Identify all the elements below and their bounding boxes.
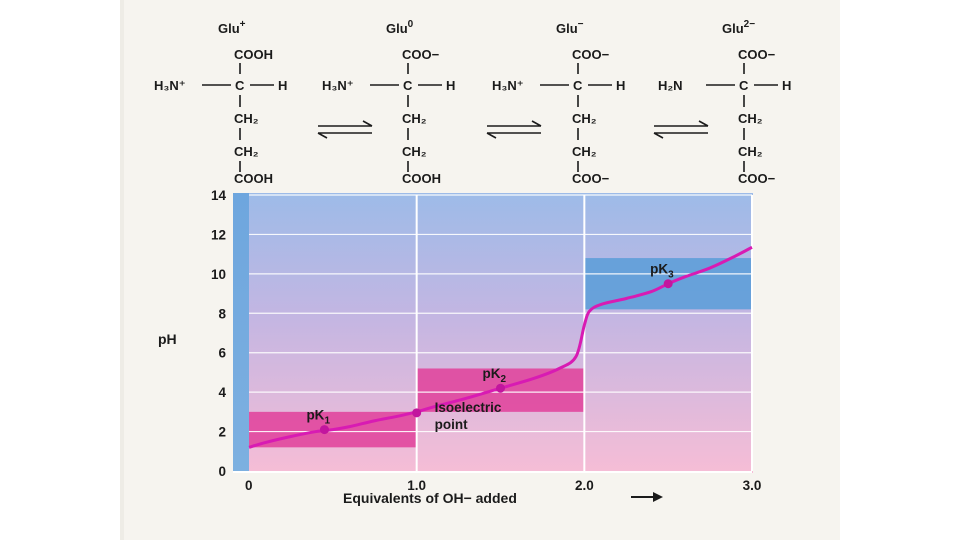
x-axis-arrow-head	[653, 492, 663, 502]
y-tick-label: 8	[218, 306, 226, 321]
reverse-arrow	[653, 132, 708, 139]
pk-label-2: pK2	[483, 366, 507, 385]
equilibrium-arrows	[317, 120, 709, 139]
amino-group: H₃N⁺	[492, 78, 524, 93]
species-title: Glu0	[386, 19, 414, 36]
x-tick-labels: 0 1.0 2.0 3.0	[245, 478, 761, 493]
side-chain-carboxyl: COOH	[234, 171, 273, 186]
x-tick-label: 2.0	[575, 478, 594, 493]
forward-arrow	[487, 120, 542, 127]
alpha-carbon: C	[573, 78, 583, 93]
amino-group: H₃N⁺	[154, 78, 186, 93]
reverse-arrow	[486, 132, 541, 139]
pk-points: pK1 pK2 pK3	[306, 262, 674, 435]
alpha-carbon: C	[403, 78, 413, 93]
amino-group: H₂N	[658, 78, 683, 93]
forward-arrow	[654, 120, 709, 127]
species-1: Glu+ COOH C H₃N⁺ H CH₂ CH₂ COOH	[154, 19, 287, 186]
species-name: Glu	[386, 21, 408, 36]
y-tick-label: 2	[218, 425, 226, 440]
isoelectric-annotation: Isoelectric point	[412, 400, 502, 432]
side-chain-carboxyl: COO−	[738, 171, 776, 186]
species-2: Glu0 COO− C H₃N⁺ H CH₂ CH₂ COOH	[322, 19, 455, 186]
alpha-carboxyl: COO−	[402, 47, 440, 62]
equilibrium-arrow-1	[317, 120, 373, 139]
methylene-1: CH₂	[572, 111, 597, 126]
y-tick-label: 6	[218, 346, 226, 361]
equilibrium-arrow-2	[486, 120, 542, 139]
species-title: Glu2−	[722, 19, 755, 36]
species-4: Glu2− COO− C H₂N H CH₂ CH₂ COO−	[658, 19, 791, 186]
reverse-arrow	[317, 132, 372, 139]
alpha-carbon: C	[739, 78, 749, 93]
y-axis-label: pH	[158, 331, 177, 347]
y-tick-label: 12	[211, 227, 226, 242]
sheet-edge	[120, 0, 124, 540]
alpha-carboxyl: COOH	[234, 47, 273, 62]
alpha-carbon: C	[235, 78, 245, 93]
y-tick-label: 0	[218, 464, 226, 479]
alpha-hydrogen: H	[446, 78, 455, 93]
methylene-2: CH₂	[402, 144, 427, 159]
species-name: Glu	[218, 21, 240, 36]
alpha-hydrogen: H	[782, 78, 791, 93]
methylene-2: CH₂	[738, 144, 763, 159]
pk-label-3: pK3	[650, 262, 674, 281]
amino-group: H₃N⁺	[322, 78, 354, 93]
methylene-2: CH₂	[234, 144, 259, 159]
species-title: Glu+	[218, 19, 246, 36]
equilibrium-arrow-3	[653, 120, 709, 139]
pk-point-2	[496, 383, 505, 393]
x-tick-label: 0	[245, 478, 253, 493]
pk-point-1	[319, 425, 329, 435]
isoelectric-label-line: point	[435, 417, 468, 432]
y-tick-label: 10	[211, 267, 226, 282]
species-charge: −	[578, 19, 584, 30]
x-tick-label: 3.0	[743, 478, 762, 493]
species-title: Glu−	[556, 19, 584, 36]
alpha-carboxyl: COO−	[572, 47, 610, 62]
side-chain-carboxyl: COOH	[402, 171, 441, 186]
x-tick-label: 1.0	[407, 478, 426, 493]
species-charge: 0	[408, 19, 414, 30]
species-3: Glu− COO− C H₃N⁺ H CH₂ CH₂ COO−	[492, 19, 625, 186]
alpha-carboxyl: COO−	[738, 47, 776, 62]
isoelectric-point-marker	[412, 408, 422, 418]
pk-point-3	[663, 279, 673, 289]
x-axis-label: Equivalents of OH− added	[343, 490, 517, 506]
y-tick-label: 14	[211, 188, 227, 203]
species-name: Glu	[556, 21, 578, 36]
species-charge: 2−	[744, 19, 756, 30]
methylene-1: CH₂	[738, 111, 763, 126]
methylene-2: CH₂	[572, 144, 597, 159]
side-chain-carboxyl: COO−	[572, 171, 610, 186]
isoelectric-label-line: Isoelectric	[435, 400, 502, 415]
y-tick-labels: 0 2 4 6 8 10 12 14	[211, 188, 227, 479]
species-name: Glu	[722, 21, 744, 36]
alpha-hydrogen: H	[616, 78, 625, 93]
methylene-1: CH₂	[402, 111, 427, 126]
species-charge: +	[240, 19, 246, 30]
left-axis-band	[233, 193, 249, 473]
forward-arrow	[318, 120, 373, 127]
y-tick-label: 4	[218, 385, 226, 400]
pk-label-1: pK1	[306, 408, 330, 427]
alpha-hydrogen: H	[278, 78, 287, 93]
methylene-1: CH₂	[234, 111, 259, 126]
